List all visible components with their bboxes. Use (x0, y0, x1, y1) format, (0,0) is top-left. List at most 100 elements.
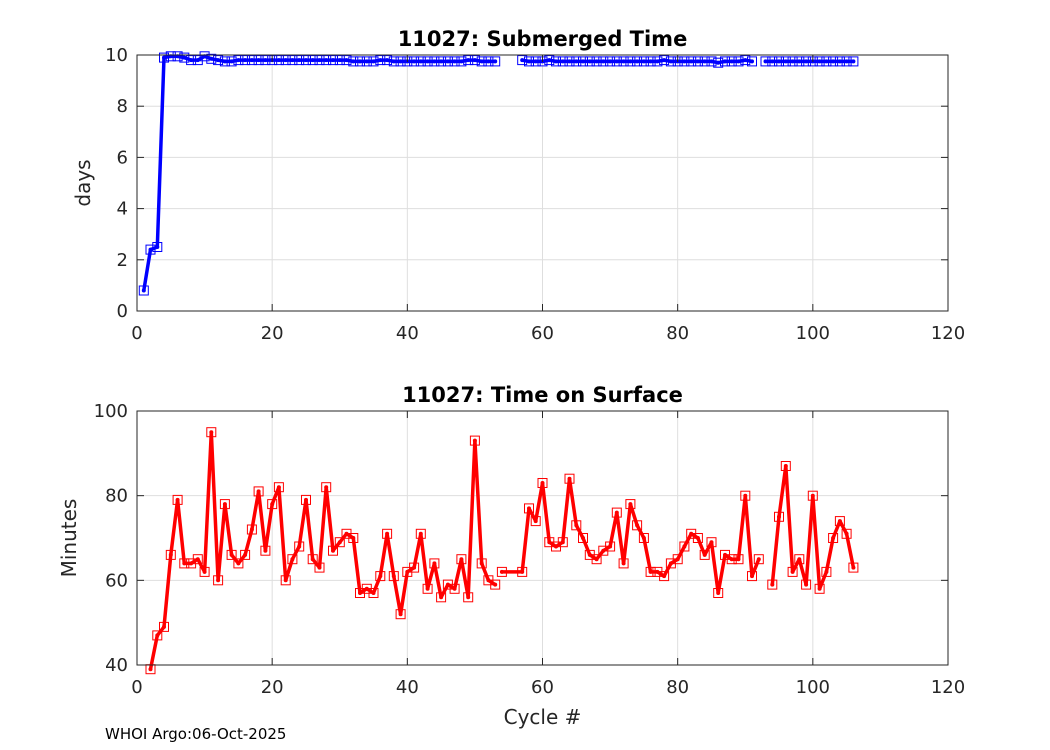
data-point-marker (456, 56, 467, 67)
data-point-dot (391, 574, 396, 579)
data-point-marker (395, 609, 406, 620)
data-point-marker (733, 554, 744, 565)
data-point-dot (831, 536, 836, 540)
data-point-marker (273, 55, 284, 66)
x-tick-label: 20 (261, 677, 284, 698)
data-point-marker (409, 562, 420, 573)
data-point-marker (246, 55, 257, 66)
data-point-marker (638, 56, 649, 67)
data-point-dot (412, 59, 417, 64)
data-point-dot (317, 58, 322, 63)
data-point-marker (483, 56, 494, 67)
data-point-marker (355, 56, 365, 67)
data-point-dot (351, 59, 356, 64)
data-point-marker (821, 566, 832, 577)
data-point-dot (567, 59, 572, 64)
data-point-marker (321, 55, 332, 66)
x-tick-label: 80 (666, 323, 689, 344)
x-tick-label: 120 (931, 677, 965, 698)
data-point-dot (249, 58, 254, 63)
data-point-dot (540, 481, 545, 485)
data-point-marker (618, 56, 629, 67)
data-point-dot (479, 561, 484, 566)
data-point-marker (159, 621, 169, 632)
data-point-dot (486, 59, 491, 64)
data-point-marker (557, 56, 568, 67)
data-point-dot (141, 288, 146, 293)
data-point-marker (699, 56, 710, 67)
data-point-marker (706, 56, 717, 67)
data-point-marker (659, 571, 670, 582)
data-point-dot (527, 506, 531, 511)
data-point-marker (632, 520, 643, 531)
data-point-dot (621, 59, 626, 64)
data-point-dot (162, 624, 166, 629)
data-point-marker (720, 56, 730, 67)
data-point-dot (276, 58, 281, 63)
data-point-dot (763, 59, 768, 64)
data-point-dot (702, 552, 707, 557)
data-point-dot (290, 557, 295, 562)
data-point-marker (469, 55, 480, 66)
data-point-marker (294, 541, 305, 552)
data-point-dot (195, 58, 200, 63)
data-point-marker (672, 554, 683, 565)
x-tick-label: 40 (396, 677, 419, 698)
data-point-dot (195, 557, 200, 562)
data-point-marker (537, 478, 548, 488)
data-point-dot (371, 591, 376, 595)
data-point-marker (341, 55, 352, 66)
data-point-marker (611, 56, 622, 67)
data-point-marker (199, 51, 210, 62)
data-point-marker (375, 571, 386, 582)
data-point-dot (844, 59, 849, 64)
x-tick-label: 0 (131, 677, 142, 698)
data-point-dot (817, 586, 822, 591)
data-point-dot (337, 540, 342, 545)
data-point-marker (726, 56, 737, 67)
data-point-dot (243, 552, 248, 557)
data-point-dot (729, 557, 734, 562)
data-point-marker (713, 57, 724, 68)
data-point-marker (253, 55, 264, 66)
data-point-dot (554, 544, 558, 549)
data-point-dot (756, 557, 761, 562)
data-point-dot (452, 59, 457, 64)
data-point-dot (574, 59, 579, 64)
data-point-dot (723, 59, 727, 64)
data-point-dot (385, 58, 390, 63)
data-point-dot (601, 59, 606, 64)
data-point-marker (557, 537, 568, 548)
data-point-marker (253, 486, 264, 497)
data-point-dot (804, 582, 809, 587)
y-tick-label: 8 (117, 96, 128, 117)
data-point-marker (469, 435, 480, 446)
data-point-marker (490, 579, 501, 590)
data-point-dot (364, 59, 369, 64)
data-point-marker (294, 55, 305, 66)
data-point-marker (524, 56, 534, 67)
y-tick-label: 100 (94, 401, 128, 422)
data-point-dot (783, 464, 788, 468)
data-point-marker (828, 533, 839, 543)
data-point-marker (409, 56, 420, 67)
data-point-dot (621, 561, 626, 566)
data-point-dot (560, 540, 565, 545)
data-point-dot (804, 59, 809, 64)
data-point-marker (375, 55, 386, 66)
data-point-marker (172, 494, 183, 505)
data-point-dot (439, 595, 444, 600)
data-point-dot (364, 586, 369, 591)
y-tick-label: 6 (117, 147, 128, 168)
data-point-dot (263, 548, 268, 553)
data-point-dot (668, 59, 673, 64)
data-point-marker (287, 554, 298, 565)
data-point-dot (520, 569, 525, 574)
data-point-dot (256, 58, 261, 63)
data-point-marker (740, 55, 751, 66)
data-point-marker (564, 56, 575, 67)
data-point-dot (777, 514, 781, 519)
data-point-marker (415, 528, 426, 539)
data-point-dot (425, 59, 430, 64)
data-point-dot (635, 523, 640, 528)
